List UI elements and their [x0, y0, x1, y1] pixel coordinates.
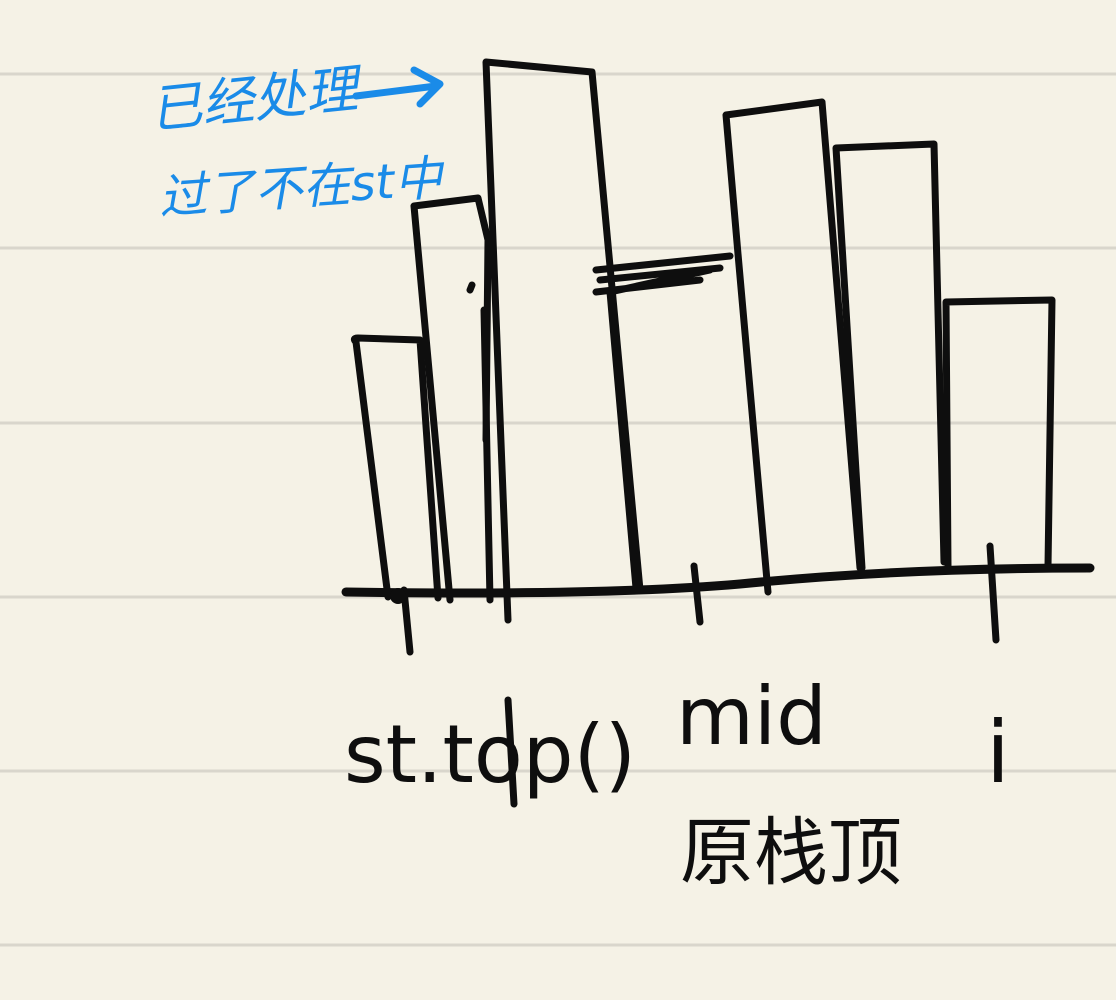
- label-i: i: [986, 703, 1010, 803]
- blue-annotation: 已经处理 过了不在st中: [147, 59, 448, 226]
- label-mid: mid: [676, 670, 827, 763]
- tick-left: [400, 586, 414, 656]
- label-original-top: 原栈顶: [680, 810, 902, 896]
- left-dot: [390, 588, 406, 604]
- tick-stack-top: [504, 696, 518, 808]
- tick-marks: [390, 542, 1000, 808]
- annotation-line-2: 过了不在st中: [157, 150, 448, 226]
- bar-4: [592, 252, 734, 592]
- annotation-arrow: [352, 66, 444, 108]
- baseline-axis: [341, 563, 1095, 598]
- tick-i: [986, 542, 1000, 644]
- bar-3b: [482, 236, 492, 444]
- bar-6: [832, 140, 948, 572]
- histogram-bars: [350, 58, 1056, 624]
- annotation-line-1: 已经处理: [147, 59, 367, 141]
- bar-5: [722, 98, 864, 596]
- ruled-lines: [0, 72, 1116, 947]
- tick-mid: [690, 562, 704, 626]
- bar-7: [942, 296, 1056, 570]
- label-stack-top: st.top(): [344, 708, 636, 801]
- bar-1: [350, 334, 442, 602]
